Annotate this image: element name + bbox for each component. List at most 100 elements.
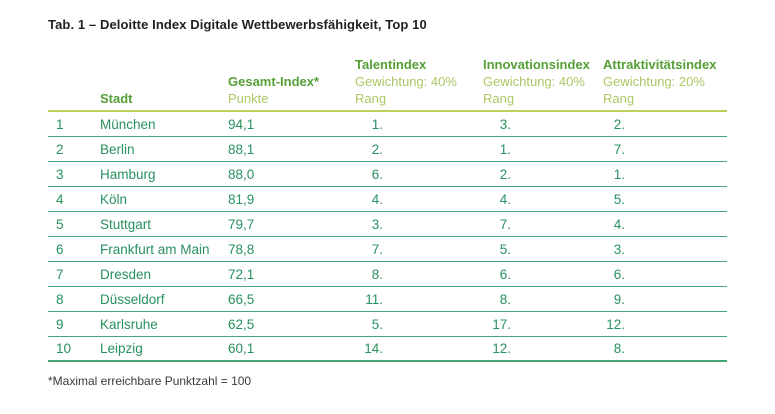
footnote: *Maximal erreichbare Punktzahl = 100 — [48, 374, 252, 388]
header-gesamt-index-unit: Punkte — [228, 91, 269, 106]
talent-rank-value: 11. — [365, 291, 383, 307]
innovation-rank-value: 12. — [492, 341, 511, 356]
innovation-rank-cell: 12. — [475, 341, 595, 356]
talent-rank-value: 3. — [371, 216, 383, 232]
table-caption: Tab. 1 – Deloitte Index Digitale Wettbew… — [48, 17, 427, 32]
rank-cell: 8 — [56, 291, 64, 307]
talent-rank-value: 2. — [371, 141, 383, 157]
talent-rank-cell: 3. — [347, 217, 475, 232]
ranking-table: Stadt Gesamt-Index* Punkte Talentindex G… — [48, 56, 727, 362]
city-cell: Dresden — [100, 266, 152, 282]
innovation-rank-cell: 4. — [475, 192, 595, 207]
talent-rank-value: 14. — [364, 341, 383, 356]
city-cell: München — [100, 116, 156, 132]
talent-rank-cell: 14. — [347, 341, 475, 356]
header-talentindex-label: Talentindex — [355, 57, 427, 72]
rank-cell: 9 — [56, 316, 64, 332]
table-row: 9 Karlsruhe 62,5 5. 17. 12. — [48, 312, 727, 337]
gesamt-index-cell: 66,5 — [228, 291, 255, 307]
table-row: 1 München 94,1 1. 3. 2. — [48, 112, 727, 137]
table-row: 3 Hamburg 88,0 6. 2. 1. — [48, 162, 727, 187]
header-gesamt-index-column: Gesamt-Index* Punkte — [219, 73, 347, 107]
attraktivitaet-rank-cell: 1. — [595, 167, 727, 182]
attraktivitaet-rank-value: 9. — [613, 291, 625, 307]
gesamt-index-cell: 81,9 — [228, 191, 255, 207]
gesamt-index-cell: 88,1 — [228, 141, 255, 157]
innovation-rank-value: 17. — [492, 316, 511, 332]
innovation-rank-value: 4. — [499, 191, 511, 207]
table-row: 2 Berlin 88,1 2. 1. 7. — [48, 137, 727, 162]
city-cell: Köln — [100, 191, 128, 207]
attraktivitaet-rank-value: 8. — [613, 341, 625, 356]
header-talentindex-unit: Rang — [355, 91, 387, 106]
attraktivitaet-rank-cell: 4. — [595, 217, 727, 232]
talent-rank-value: 5. — [371, 316, 383, 332]
attraktivitaet-rank-cell: 5. — [595, 192, 727, 207]
header-gesamt-index-label: Gesamt-Index* — [228, 74, 320, 89]
header-attraktivitaetsindex-label: Attraktivitätsindex — [603, 57, 717, 72]
city-cell: Düsseldorf — [100, 291, 165, 307]
header-talentindex-column: Talentindex Gewichtung: 40% Rang — [347, 56, 475, 107]
innovation-rank-value: 6. — [499, 266, 511, 282]
table-row: 4 Köln 81,9 4. 4. 5. — [48, 187, 727, 212]
header-innovationsindex-unit: Rang — [483, 91, 515, 106]
talent-rank-cell: 1. — [347, 117, 475, 132]
innovation-rank-cell: 17. — [475, 317, 595, 332]
gesamt-index-cell: 72,1 — [228, 266, 255, 282]
header-attraktivitaetsindex-unit: Rang — [603, 91, 635, 106]
header-innovationsindex-weight: Gewichtung: 40% — [483, 74, 585, 89]
talent-rank-value: 7. — [371, 241, 383, 257]
rank-cell: 5 — [56, 216, 64, 232]
rank-cell: 10 — [56, 341, 72, 356]
talent-rank-cell: 11. — [347, 292, 475, 307]
innovation-rank-value: 8. — [499, 291, 511, 307]
talent-rank-cell: 4. — [347, 192, 475, 207]
innovation-rank-value: 2. — [499, 166, 511, 182]
rank-cell: 7 — [56, 266, 64, 282]
talent-rank-cell: 7. — [347, 242, 475, 257]
table-row: 7 Dresden 72,1 8. 6. 6. — [48, 262, 727, 287]
table-header-row: Stadt Gesamt-Index* Punkte Talentindex G… — [48, 56, 727, 112]
header-innovationsindex-column: Innovationsindex Gewichtung: 40% Rang — [475, 56, 595, 107]
city-cell: Frankfurt am Main — [100, 241, 210, 257]
talent-rank-value: 1. — [371, 116, 383, 132]
attraktivitaet-rank-value: 1. — [613, 166, 625, 182]
table-body: 1 München 94,1 1. 3. 2. 2 Berlin 88,1 2.… — [48, 112, 727, 362]
attraktivitaet-rank-cell: 3. — [595, 242, 727, 257]
innovation-rank-cell: 2. — [475, 167, 595, 182]
header-innovationsindex-label: Innovationsindex — [483, 57, 590, 72]
talent-rank-value: 6. — [371, 166, 383, 182]
talent-rank-value: 4. — [371, 191, 383, 207]
attraktivitaet-rank-cell: 9. — [595, 292, 727, 307]
talent-rank-cell: 6. — [347, 167, 475, 182]
innovation-rank-value: 3. — [499, 116, 511, 132]
rank-cell: 6 — [56, 241, 64, 257]
attraktivitaet-rank-cell: 2. — [595, 117, 727, 132]
city-cell: Stuttgart — [100, 216, 152, 232]
header-talentindex-weight: Gewichtung: 40% — [355, 74, 457, 89]
attraktivitaet-rank-value: 7. — [613, 141, 625, 157]
innovation-rank-value: 5. — [499, 241, 511, 257]
innovation-rank-value: 7. — [499, 216, 511, 232]
attraktivitaet-rank-value: 3. — [613, 241, 625, 257]
innovation-rank-cell: 1. — [475, 142, 595, 157]
table-row: 6 Frankfurt am Main 78,8 7. 5. 3. — [48, 237, 727, 262]
innovation-rank-value: 1. — [499, 141, 511, 157]
innovation-rank-cell: 3. — [475, 117, 595, 132]
gesamt-index-cell: 88,0 — [228, 166, 255, 182]
attraktivitaet-rank-value: 6. — [613, 266, 625, 282]
city-cell: Berlin — [100, 141, 135, 157]
rank-cell: 2 — [56, 141, 64, 157]
attraktivitaet-rank-value: 5. — [613, 191, 625, 207]
city-cell: Karlsruhe — [100, 316, 158, 332]
gesamt-index-cell: 94,1 — [228, 116, 255, 132]
city-cell: Hamburg — [100, 166, 156, 182]
talent-rank-cell: 2. — [347, 142, 475, 157]
innovation-rank-cell: 5. — [475, 242, 595, 257]
header-stadt-column: Stadt — [94, 90, 219, 107]
table-row: 8 Düsseldorf 66,5 11. 8. 9. — [48, 287, 727, 312]
city-cell: Leipzig — [100, 341, 143, 356]
rank-cell: 4 — [56, 191, 64, 207]
gesamt-index-cell: 60,1 — [228, 341, 255, 356]
